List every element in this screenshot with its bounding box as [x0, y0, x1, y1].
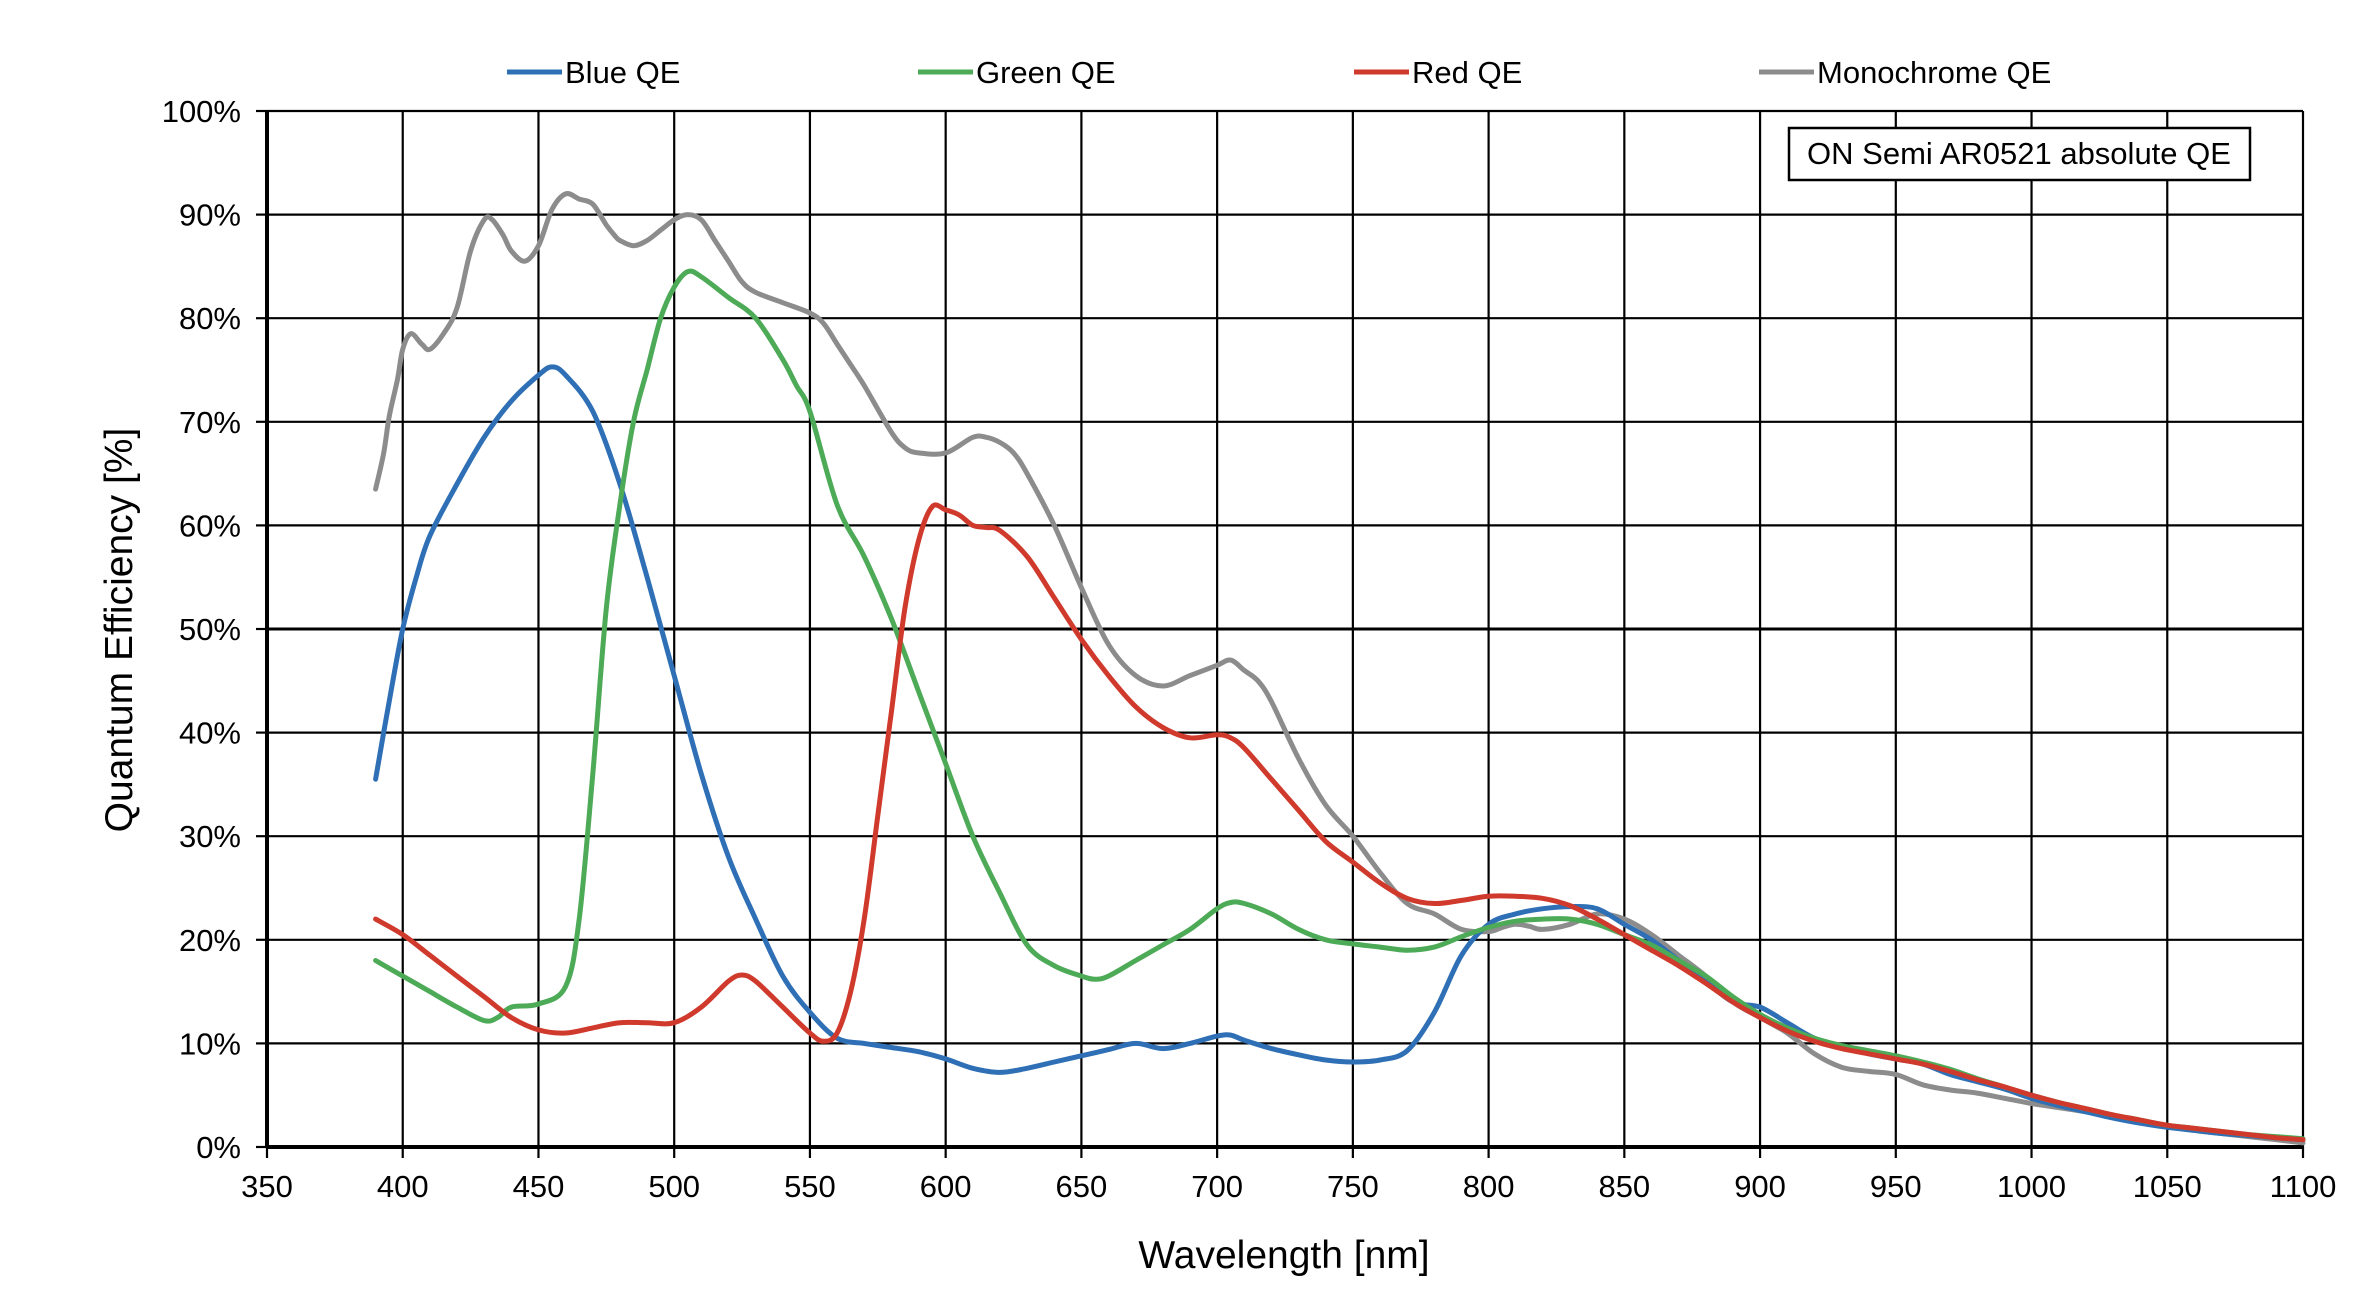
y-tick-label: 30%	[179, 819, 241, 854]
x-tick-label: 800	[1463, 1169, 1515, 1204]
x-tick-label: 850	[1598, 1169, 1650, 1204]
y-tick-label: 0%	[196, 1130, 241, 1165]
legend: Blue QE Green QE Red QE Monochrome QE	[507, 55, 2051, 90]
series-lines	[373, 191, 2306, 1146]
x-tick-label: 350	[241, 1169, 293, 1204]
y-tick-label: 80%	[179, 301, 241, 336]
x-tick-label: 750	[1327, 1169, 1379, 1204]
y-tick-label: 10%	[179, 1026, 241, 1061]
x-tick-label: 400	[377, 1169, 429, 1204]
x-tick-label: 1050	[2133, 1169, 2202, 1204]
x-tick-label: 1000	[1997, 1169, 2066, 1204]
legend-label-red-qe: Red QE	[1412, 55, 1522, 90]
y-tick-label: 40%	[179, 716, 241, 751]
y-tick-label: 20%	[179, 923, 241, 958]
x-tick-label: 700	[1191, 1169, 1243, 1204]
axes	[256, 109, 2305, 1158]
legend-label-blue-qe: Blue QE	[565, 55, 680, 90]
annotation-box: ON Semi AR0521 absolute QE	[1787, 126, 2252, 182]
y-tick-label: 70%	[179, 405, 241, 440]
x-tick-label: 600	[920, 1169, 972, 1204]
x-tick-label: 550	[784, 1169, 836, 1204]
y-axis-label: Quantum Efficiency [%]	[98, 428, 141, 833]
x-tick-label: 900	[1734, 1169, 1786, 1204]
x-tick-label: 500	[648, 1169, 700, 1204]
x-tick-label: 450	[513, 1169, 565, 1204]
series-line-green-qe	[373, 268, 2306, 1142]
y-tick-label: 50%	[179, 612, 241, 647]
legend-label-green-qe: Green QE	[976, 55, 1116, 90]
x-tick-label: 950	[1870, 1169, 1922, 1204]
y-tick-label: 60%	[179, 508, 241, 543]
x-tick-labels: 350 400 450 500 550 600 650 700 750 800 850 900 950 1…	[241, 1169, 2336, 1204]
grid	[267, 109, 2305, 1147]
legend-label-monochrome-qe: Monochrome QE	[1817, 55, 2051, 90]
series-line-red-qe	[373, 502, 2306, 1143]
y-tick-label: 90%	[179, 198, 241, 233]
y-tick-label: 100%	[162, 94, 241, 129]
x-tick-label: 650	[1056, 1169, 1108, 1204]
x-axis-label: Wavelength [nm]	[1138, 1234, 1429, 1277]
x-tick-label: 1100	[2270, 1169, 2337, 1204]
series-line-blue-qe	[373, 364, 2306, 1143]
series-line-monochrome-qe	[373, 191, 2306, 1146]
y-tick-labels: 0% 10% 20% 30% 40% 50% 60% 70% 80% 90% 100%	[162, 94, 241, 1165]
annotation-text: ON Semi AR0521 absolute QE	[1807, 136, 2231, 171]
